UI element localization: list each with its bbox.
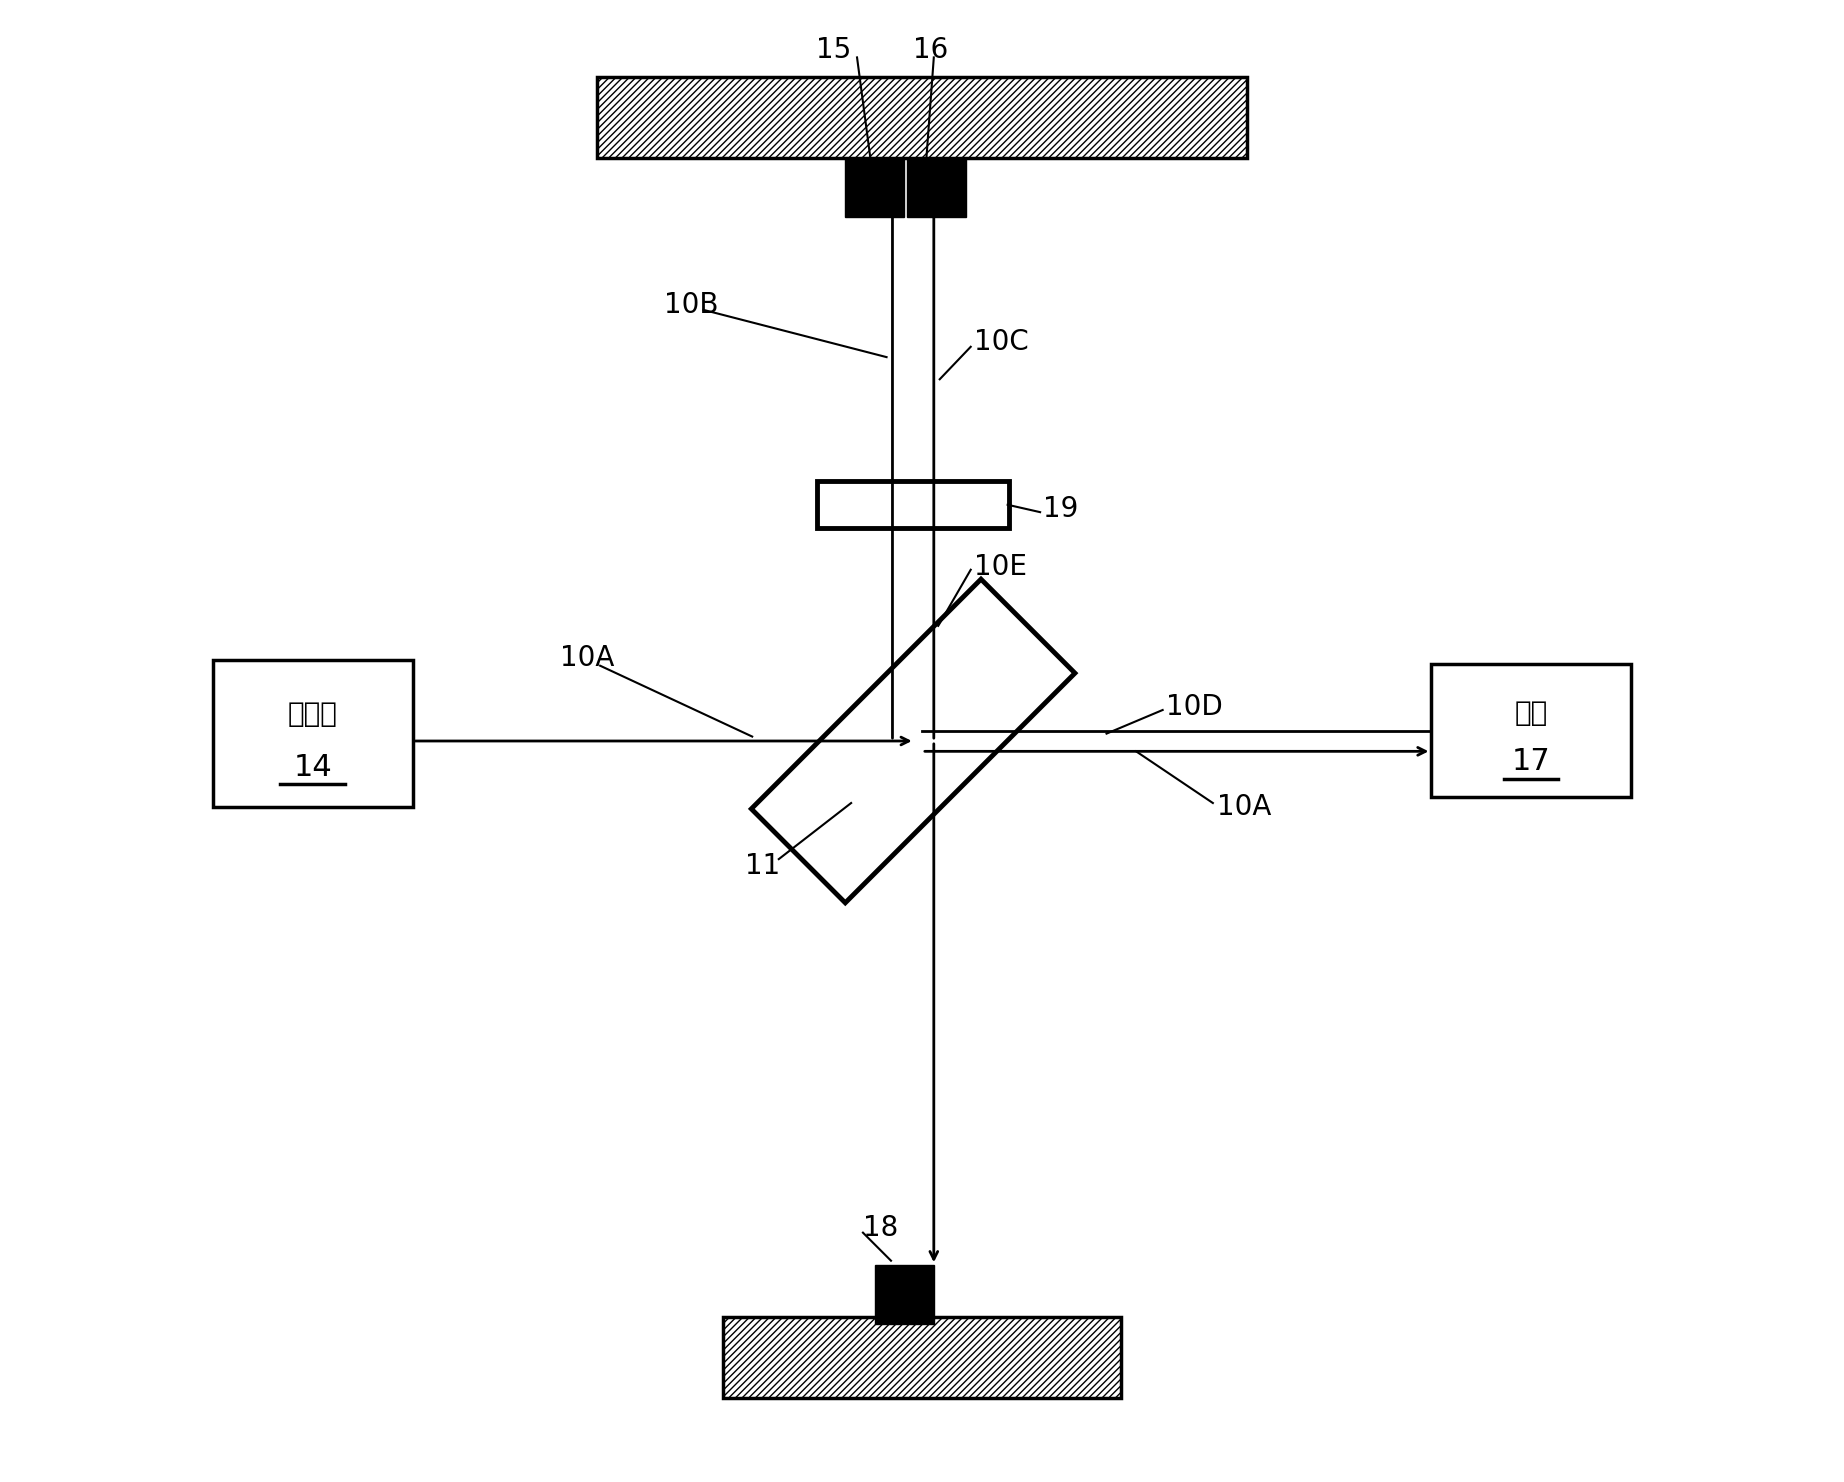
Text: 11: 11 [745, 852, 780, 880]
Text: 10B: 10B [664, 292, 717, 320]
Bar [723, 1317, 1121, 1398]
Bar [874, 1266, 933, 1325]
Bar [214, 659, 413, 808]
Text: 14: 14 [293, 753, 332, 782]
Bar [845, 157, 904, 216]
Text: 激光源: 激光源 [288, 701, 337, 729]
Bar [597, 77, 1247, 157]
Text: 10A: 10A [1217, 793, 1272, 821]
Bar [817, 482, 1009, 529]
Bar [1431, 664, 1630, 797]
Text: 10E: 10E [974, 553, 1027, 581]
Polygon shape [751, 579, 1075, 903]
Text: 18: 18 [863, 1214, 898, 1242]
Text: 10D: 10D [1165, 694, 1223, 722]
Text: 15: 15 [815, 36, 852, 64]
Text: 10A: 10A [561, 645, 614, 673]
Bar [907, 157, 966, 216]
Text: 19: 19 [1044, 495, 1079, 523]
Text: 16: 16 [913, 36, 948, 64]
Text: 10C: 10C [974, 329, 1029, 356]
Text: 物镜: 物镜 [1514, 700, 1547, 728]
Text: 17: 17 [1512, 747, 1551, 775]
